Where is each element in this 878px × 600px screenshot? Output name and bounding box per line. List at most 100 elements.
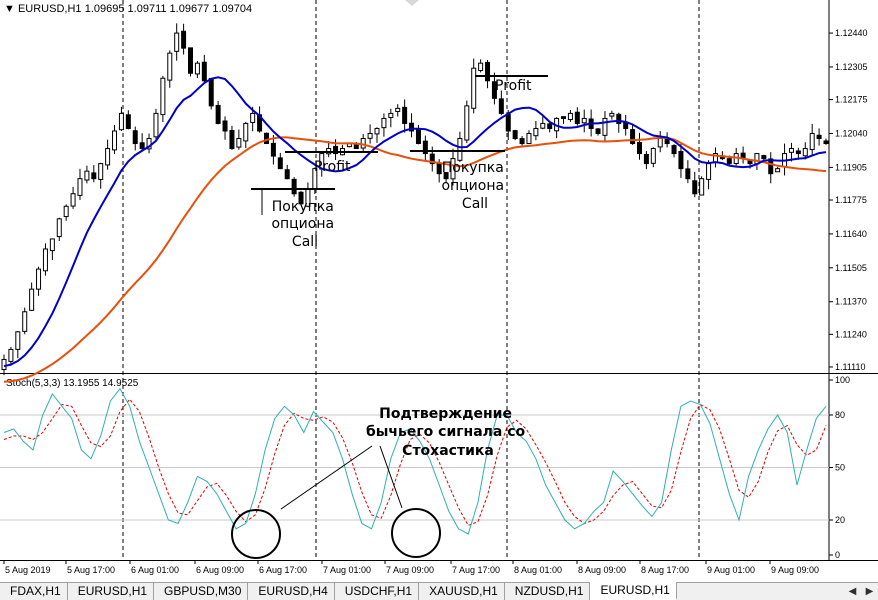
candle — [194, 61, 200, 78]
candle — [409, 113, 415, 138]
price-tick-label: 1.11505 — [835, 263, 867, 273]
tab-nzdusd-h1[interactable]: NZDUSD,H1 — [505, 583, 591, 600]
price-tick-label: 1.12440 — [835, 28, 868, 38]
candle — [816, 128, 822, 146]
tab-fdax-h1[interactable]: FDAX,H1 — [0, 583, 68, 600]
candle — [443, 172, 449, 183]
candle — [284, 164, 290, 180]
candle — [243, 121, 249, 148]
candle — [91, 165, 97, 183]
candle — [105, 139, 111, 170]
candle — [49, 238, 55, 261]
signal-circle-2 — [391, 508, 441, 558]
confirm-label-line3: Стохастика — [402, 443, 494, 459]
candle — [188, 47, 194, 77]
time-tick-label: 6 Aug 09:00 — [196, 565, 244, 575]
candle — [160, 75, 166, 123]
candle — [685, 160, 691, 184]
candle — [201, 54, 207, 84]
candle — [464, 100, 470, 144]
candle — [616, 112, 622, 133]
pointer-line-2 — [379, 445, 403, 509]
time-tick-label: 6 Aug 17:00 — [259, 565, 307, 575]
candle — [63, 204, 69, 221]
candle — [692, 171, 698, 198]
pointer-line-1 — [280, 445, 373, 510]
candle — [650, 147, 656, 168]
chart-canvas[interactable]: ▼ EURUSD,H1 1.09695 1.09711 1.09677 1.097… — [0, 0, 878, 582]
profit-label-2: Profit — [495, 78, 532, 94]
candle — [42, 243, 48, 276]
scroll-marker-icon[interactable] — [405, 0, 419, 6]
time-tick-label: 9 Aug 01:00 — [707, 565, 755, 575]
candle — [788, 142, 794, 162]
time-tick-label: 9 Aug 09:00 — [771, 565, 819, 575]
stoch-main-line — [3, 387, 827, 535]
time-tick-label: 8 Aug 01:00 — [514, 565, 562, 575]
candle — [22, 307, 28, 335]
candle — [215, 101, 221, 125]
candle — [139, 133, 145, 152]
candle — [367, 124, 373, 144]
chart-symbol: EURUSD,H1 — [18, 3, 81, 15]
signal-circle-1 — [231, 509, 281, 559]
buy-label-2: Покупка опциона Call — [441, 160, 508, 212]
tab-eurusd-h4[interactable]: EURUSD,H4 — [248, 583, 335, 600]
tab-scroll-right-icon[interactable]: ▶ — [865, 586, 874, 597]
candle — [270, 135, 276, 165]
stoch-tick-label: 80 — [835, 410, 845, 420]
candle — [478, 59, 484, 73]
candle — [540, 114, 546, 130]
chart-header-arrow: ▼ — [4, 3, 18, 15]
candle — [56, 217, 62, 242]
time-tick-label: 7 Aug 17:00 — [452, 565, 500, 575]
price-tick-label: 1.11370 — [835, 297, 867, 307]
price-tick-label: 1.11775 — [835, 195, 867, 205]
candle — [567, 109, 573, 122]
price-tick-label: 1.11110 — [835, 362, 866, 372]
candle — [498, 90, 504, 116]
candle — [636, 132, 642, 160]
tab-xauusd-h1[interactable]: XAUUSD,H1 — [419, 583, 505, 600]
time-tick-label: 8 Aug 09:00 — [578, 565, 626, 575]
price-tick-label: 1.11640 — [835, 229, 867, 239]
chart-tabs: FDAX,H1 EURUSD,H1 GBPUSD,M30 EURUSD,H4 USDCH… — [0, 582, 878, 600]
stoch-levels — [0, 414, 829, 521]
candle — [422, 135, 428, 161]
candle — [802, 142, 808, 160]
stoch-tick-label: 0 — [835, 550, 840, 560]
candle — [450, 148, 456, 186]
candle — [581, 109, 587, 133]
tab-usdchf-h1[interactable]: USDCHF,H1 — [335, 583, 420, 600]
tab-eurusd-h1[interactable]: EURUSD,H1 — [68, 583, 155, 600]
candle — [809, 123, 815, 156]
candle — [471, 58, 477, 114]
candle — [768, 152, 774, 184]
tab-eurusd-h1[interactable]: EURUSD,H1 — [590, 582, 677, 600]
candle — [132, 126, 138, 151]
candle — [602, 111, 608, 142]
stoch-tick-label: 100 — [835, 375, 850, 385]
candle — [222, 116, 228, 140]
stoch-header: Stoch(5,3,3) 13.1955 14.9525 — [6, 378, 139, 389]
candle — [595, 128, 601, 136]
buy-label-2-line1: Покупка — [442, 160, 504, 176]
candle — [678, 143, 684, 178]
tab-scroll-left-icon[interactable]: ◀ — [848, 586, 857, 597]
tab-gbpusd-m30[interactable]: GBPUSD,M30 — [154, 583, 249, 600]
candle — [174, 23, 180, 61]
candle — [381, 113, 387, 137]
candle — [574, 107, 580, 126]
time-tick-label: 6 Aug 01:00 — [131, 565, 179, 575]
confirm-label-line1: Подтверждение — [379, 406, 512, 422]
price-tick-label: 1.11240 — [835, 329, 867, 339]
candle — [118, 106, 124, 132]
price-tick-label: 1.11905 — [835, 162, 867, 172]
buy-label-1-line2: опциона — [271, 216, 334, 232]
candle — [609, 110, 615, 120]
candle — [236, 129, 242, 150]
price-tick-label: 1.12175 — [835, 95, 868, 105]
stoch-axis: 100 80 50 20 0 — [829, 375, 850, 560]
candle — [77, 168, 83, 200]
